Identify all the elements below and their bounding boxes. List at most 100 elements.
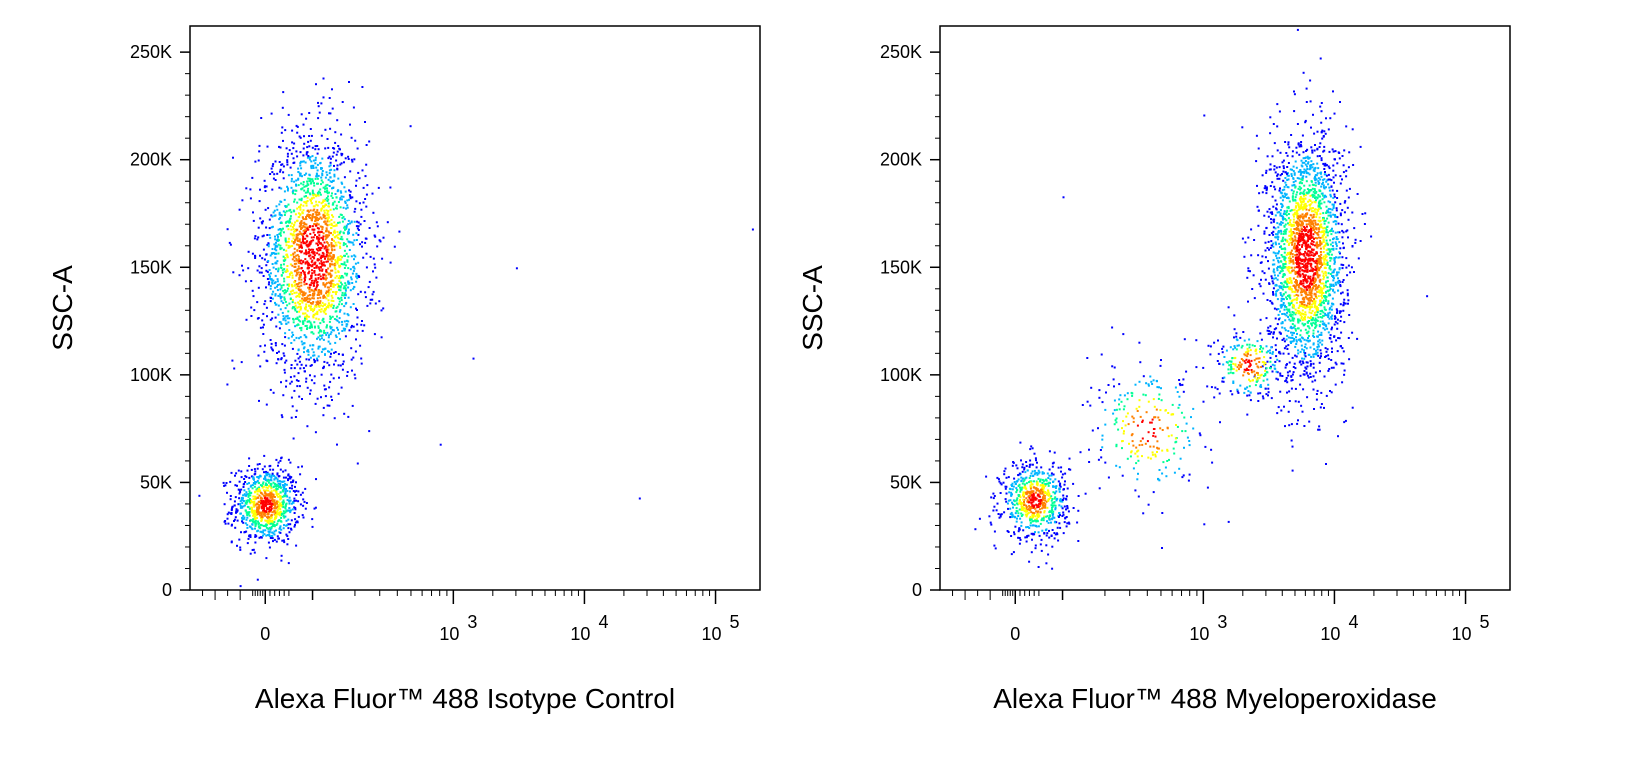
event-dot [1292,247,1295,250]
event-dot [247,513,250,516]
event-dot [258,505,261,508]
event-dot [327,195,329,198]
event-dot [1019,490,1022,493]
event-dot [298,244,301,247]
event-dot [1277,259,1280,262]
event-dot [344,264,347,267]
event-dot [341,294,344,297]
event-dot [262,326,264,329]
event-dot [286,161,289,164]
event-dot [298,216,301,218]
event-dot [326,260,329,263]
event-dot [341,220,344,223]
event-dot [309,128,312,130]
event-dot [316,283,319,286]
event-dot [331,107,334,110]
event-dot [1276,323,1279,326]
event-dot [1021,463,1024,466]
event-dot [1017,478,1020,481]
event-dot [262,494,265,497]
event-dot [1021,486,1024,489]
event-dot [270,487,273,490]
event-dot [1058,522,1061,525]
event-dot [1301,360,1304,363]
event-dot [260,221,263,224]
event-dot [286,270,289,273]
event-dot [1290,223,1293,226]
event-dot [1287,222,1289,225]
event-dot [326,234,329,237]
event-dot [1301,179,1304,182]
event-dot [240,499,243,502]
event-dot [1028,492,1031,495]
event-dot [1315,211,1318,214]
event-dot [311,155,314,158]
event-dot [307,140,310,143]
event-dot [360,362,363,365]
event-dot [263,454,266,457]
event-dot [1279,209,1282,212]
event-dot [246,505,249,508]
event-dot [328,234,330,237]
event-dot [308,283,311,286]
event-dot [332,256,335,259]
event-dot [1279,390,1282,393]
event-dot [282,284,285,287]
event-dot [297,255,300,258]
event-dot [355,275,358,278]
event-dot [280,200,283,203]
event-dot [325,227,328,230]
event-dot [1069,468,1072,471]
event-dot [279,502,282,505]
event-dot [267,283,270,286]
event-dot [309,325,312,328]
event-dot [271,521,274,524]
event-dot [338,310,341,313]
event-dot [1041,529,1044,532]
event-dot [1293,110,1296,113]
event-dot [1023,466,1026,469]
event-dot [347,267,350,270]
event-dot [327,340,330,343]
event-dot [267,541,270,544]
event-dot [267,245,270,248]
event-dot [275,239,278,242]
event-dot [306,180,309,183]
event-dot [298,315,301,318]
event-dot [356,220,359,223]
event-dot [1319,202,1322,205]
event-dot [268,227,271,230]
event-dot [1328,248,1331,251]
event-dot [288,302,291,305]
event-dot [251,252,254,255]
event-dot [309,232,312,235]
event-dot [292,306,295,309]
event-dot [1318,274,1321,277]
event-dot [258,475,261,478]
event-dot [1017,515,1020,517]
event-dot [317,194,320,197]
event-dot [269,468,272,471]
event-dot [1029,485,1032,488]
event-dot [1297,352,1300,355]
event-dot [326,286,329,289]
event-dot [296,317,299,320]
event-dot [1326,217,1329,220]
event-dot [358,177,361,180]
event-dot [267,521,270,524]
event-dot [308,226,311,228]
event-dot [279,503,282,506]
event-dot [1280,240,1283,243]
event-dot [311,348,314,351]
event-dot [1290,325,1293,328]
event-dot [1313,268,1316,271]
event-dot [294,230,296,233]
event-dot [368,227,371,229]
event-dot [1030,518,1033,521]
event-dot [299,172,302,175]
event-dot [290,272,293,274]
event-dot [239,504,242,507]
event-dot [298,225,301,228]
event-dot [286,499,289,502]
event-dot [1011,464,1014,467]
